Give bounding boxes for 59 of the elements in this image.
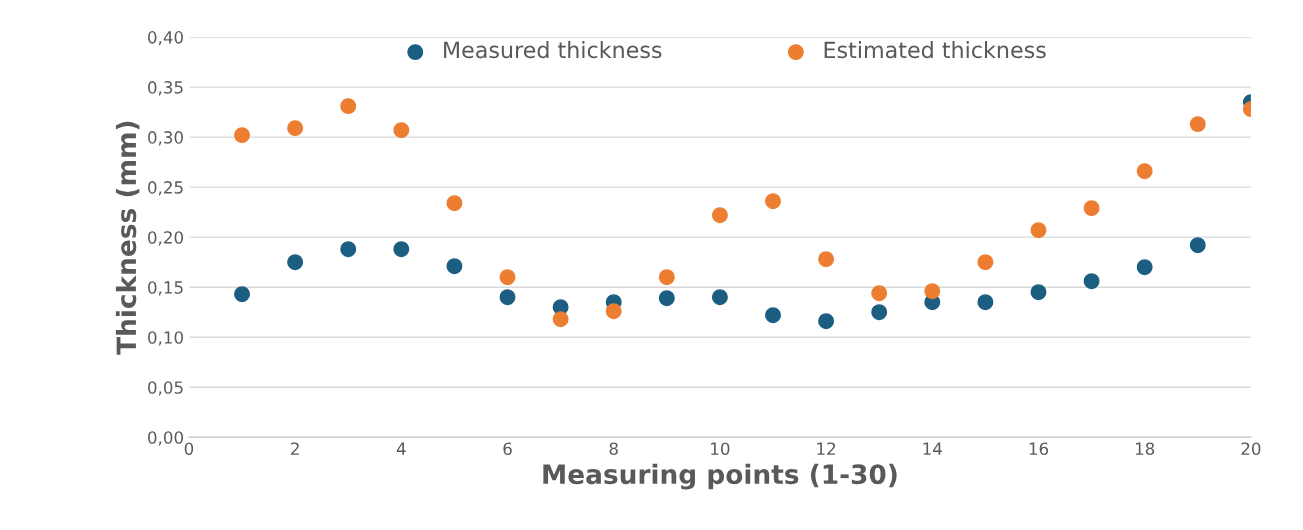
legend-label: Estimated thickness bbox=[824, 41, 1046, 59]
point bbox=[393, 241, 410, 258]
point bbox=[658, 269, 675, 286]
point bbox=[605, 303, 622, 320]
point bbox=[393, 122, 410, 139]
point bbox=[977, 254, 994, 271]
x-tick-label: 2 bbox=[291, 442, 299, 455]
y-tick-label: 0,30 bbox=[148, 131, 183, 146]
point bbox=[1136, 259, 1153, 276]
y-tick-label: 0,10 bbox=[148, 331, 183, 346]
y-tick-label: 0,05 bbox=[148, 381, 183, 396]
x-tick-label: 0 bbox=[184, 442, 194, 456]
point bbox=[765, 307, 781, 324]
point bbox=[1136, 163, 1153, 180]
point bbox=[818, 251, 835, 268]
y-tick-label: 0,25 bbox=[148, 181, 183, 196]
point bbox=[234, 286, 251, 303]
point bbox=[711, 207, 728, 224]
y-axis-title: Thickness (mm) bbox=[115, 121, 140, 355]
y-tick-label: 0,40 bbox=[148, 31, 183, 46]
point bbox=[765, 193, 781, 210]
point bbox=[871, 304, 888, 321]
y-tick-label: 0,20 bbox=[148, 231, 183, 246]
point bbox=[924, 283, 941, 300]
x-tick-label: 20 bbox=[1241, 442, 1261, 456]
point bbox=[711, 289, 728, 306]
y-tick-label: 0,00 bbox=[148, 431, 183, 446]
point bbox=[1189, 237, 1206, 254]
y-tick-label: 0,35 bbox=[148, 81, 183, 96]
point bbox=[340, 98, 357, 115]
x-tick-label: 14 bbox=[923, 442, 942, 455]
x-tick-label: 18 bbox=[1135, 442, 1155, 456]
point bbox=[287, 254, 304, 271]
point bbox=[499, 269, 516, 286]
x-tick-label: 6 bbox=[503, 442, 512, 456]
point bbox=[446, 258, 463, 275]
point bbox=[1030, 284, 1047, 301]
point bbox=[552, 311, 569, 328]
x-tick-label: 16 bbox=[1029, 442, 1049, 456]
x-axis-title: Measuring points (1-30) bbox=[543, 463, 897, 490]
x-tick-label: 10 bbox=[711, 442, 730, 456]
point bbox=[340, 241, 357, 258]
point bbox=[658, 290, 675, 307]
point bbox=[1083, 200, 1100, 217]
point bbox=[1030, 222, 1047, 239]
point bbox=[818, 313, 835, 330]
x-tick-label: 8 bbox=[609, 442, 618, 456]
y-tick-label: 0,15 bbox=[148, 281, 183, 296]
point bbox=[1083, 273, 1100, 290]
legend-label: Measured thickness bbox=[444, 41, 662, 59]
x-tick-label: 4 bbox=[396, 442, 406, 455]
point bbox=[287, 120, 304, 137]
point bbox=[977, 294, 994, 311]
point bbox=[1189, 116, 1206, 133]
point bbox=[234, 127, 251, 144]
x-tick-label: 12 bbox=[817, 442, 836, 455]
point bbox=[446, 195, 463, 212]
point bbox=[871, 285, 888, 302]
point bbox=[499, 289, 516, 306]
